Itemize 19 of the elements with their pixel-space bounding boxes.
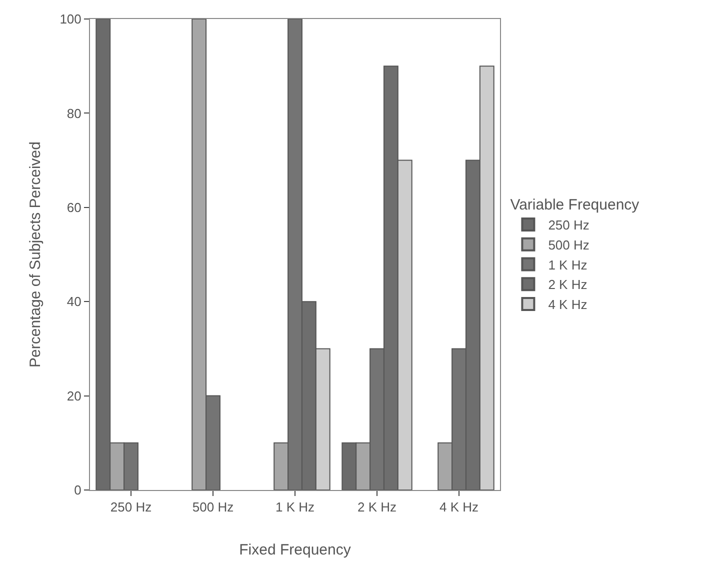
y-tick-label: 20 [66, 388, 82, 404]
x-tick-label: 250 Hz [110, 500, 152, 515]
y-tick-label: 80 [66, 106, 82, 121]
y-axis-title: Percentage of Subjects Perceived [26, 142, 44, 368]
legend-label: 2 K Hz [548, 277, 588, 292]
x-tick-label: 2 K Hz [357, 500, 397, 515]
legend-label: 4 K Hz [548, 297, 588, 312]
y-tick-label: 100 [60, 12, 82, 27]
x-tick-label: 1 K Hz [275, 500, 315, 515]
x-tick-label: 500 Hz [192, 500, 234, 515]
legend-label: 500 Hz [548, 237, 590, 252]
x-tick-label: 4 K Hz [439, 500, 479, 515]
legend-label: 250 Hz [548, 218, 590, 233]
y-tick-label: 60 [66, 200, 82, 215]
x-axis-title: Fixed Frequency [239, 542, 352, 559]
legend-title: Variable Frequency [510, 196, 640, 214]
y-tick-label: 40 [66, 294, 82, 310]
legend-label: 1 K Hz [548, 257, 588, 272]
y-tick-label: 0 [74, 482, 82, 498]
